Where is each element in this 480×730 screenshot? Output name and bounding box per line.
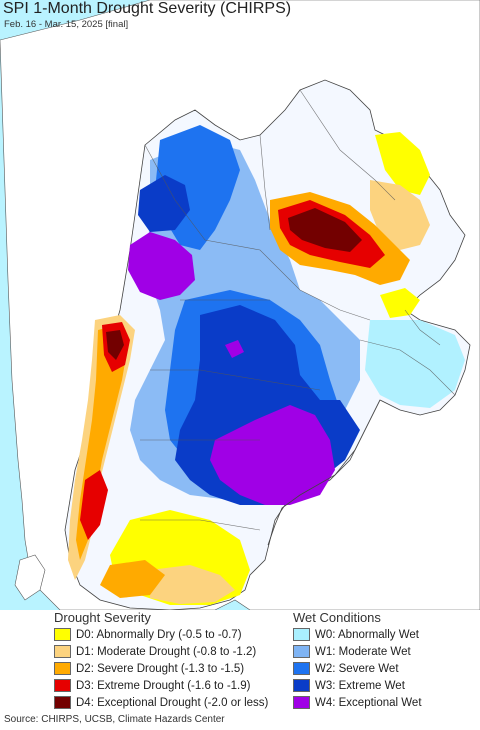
wet-w3-north: [138, 175, 190, 232]
legend-item-w2: W2: Severe Wet: [293, 660, 422, 677]
legend-item-d1: D1: Moderate Drought (-0.8 to -1.2): [54, 643, 268, 660]
drought-legend: Drought Severity D0: Abnormally Dry (-0.…: [54, 610, 268, 711]
legend-swatch-d4: [54, 696, 71, 709]
legend-item-d2: D2: Severe Drought (-1.3 to -1.5): [54, 660, 268, 677]
legend-item-w1: W1: Moderate Wet: [293, 643, 422, 660]
drought-d1-south: [150, 565, 235, 604]
legend-label-d1: D1: Moderate Drought (-0.8 to -1.2): [76, 645, 257, 658]
drought-map: [0, 0, 480, 610]
legend-label-w4: W4: Exceptional Wet: [315, 696, 422, 709]
wet-legend-title: Wet Conditions: [293, 610, 381, 625]
drought-legend-title: Drought Severity: [54, 610, 151, 625]
map-subtitle: Feb. 16 - Mar. 15, 2025 [final]: [4, 19, 129, 30]
legend-swatch-w0: [293, 628, 310, 641]
legend-swatch-w4: [293, 696, 310, 709]
legend-swatch-d1: [54, 645, 71, 658]
legend-swatch-w3: [293, 679, 310, 692]
legend-item-d0: D0: Abnormally Dry (-0.5 to -0.7): [54, 626, 268, 643]
internal-borders: [140, 89, 456, 531]
legend-label-w1: W1: Moderate Wet: [315, 645, 411, 658]
legend-label-d3: D3: Extreme Drought (-1.6 to -1.9): [76, 679, 251, 692]
wet-legend: Wet Conditions W0: Abnormally Wet W1: Mo…: [293, 610, 422, 711]
legend-label-d2: D2: Severe Drought (-1.3 to -1.5): [76, 662, 245, 675]
drought-d0-northeast: [375, 132, 430, 195]
wet-w4-south: [210, 405, 335, 505]
legend-label-w2: W2: Severe Wet: [315, 662, 399, 675]
east-coastline: [267, 399, 381, 546]
legend-swatch-d0: [54, 628, 71, 641]
drought-d4-east: [288, 208, 362, 252]
legend-label-w0: W0: Abnormally Wet: [315, 628, 419, 641]
wet-w4-small: [225, 340, 244, 358]
drought-d3-southwest: [80, 470, 108, 540]
drought-d4-west: [106, 330, 124, 360]
legend-label-d4: D4: Exceptional Drought (-2.0 or less): [76, 696, 269, 709]
wet-w0-east: [365, 320, 465, 408]
legend-swatch-d3: [54, 679, 71, 692]
legend-item-w0: W0: Abnormally Wet: [293, 626, 422, 643]
legend-item-w3: W3: Extreme Wet: [293, 677, 422, 694]
map-title: SPI 1-Month Drought Severity (CHIRPS): [3, 0, 292, 17]
drought-d2-south: [100, 560, 165, 598]
drought-d0-east-patch: [380, 288, 420, 318]
chile-coast-islands: [14, 554, 46, 601]
legend-swatch-w1: [293, 645, 310, 658]
drought-d1-northeast: [370, 180, 430, 250]
wet-w4-northwest: [128, 232, 195, 300]
legend-label-d0: D0: Abnormally Dry (-0.5 to -0.7): [76, 628, 242, 641]
legend-swatch-w2: [293, 662, 310, 675]
legend-item-w4: W4: Exceptional Wet: [293, 694, 422, 711]
legend-item-d3: D3: Extreme Drought (-1.6 to -1.9): [54, 677, 268, 694]
legend-swatch-d2: [54, 662, 71, 675]
legend-item-d4: D4: Exceptional Drought (-2.0 or less): [54, 694, 268, 711]
source-credit: Source: CHIRPS, UCSB, Climate Hazards Ce…: [4, 714, 225, 725]
legend-label-w3: W3: Extreme Wet: [315, 679, 405, 692]
